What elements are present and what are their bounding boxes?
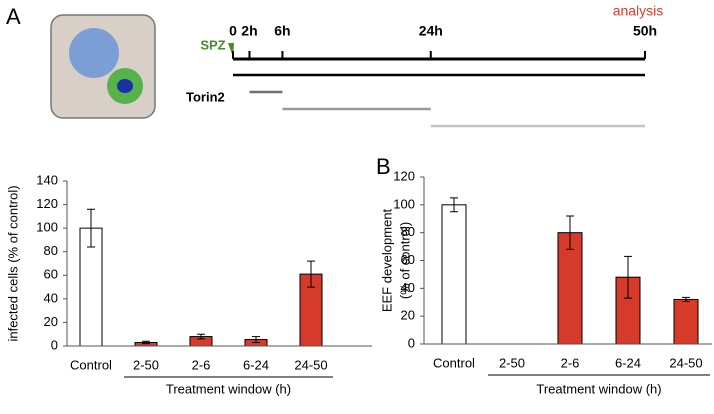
error-bar — [197, 333, 205, 340]
bar — [673, 298, 699, 345]
y-tick-label: 80 — [401, 224, 415, 239]
timeline-tick-label: 6h — [274, 23, 290, 39]
x-tick-label: Control — [70, 357, 112, 372]
x-tick-label: Control — [433, 355, 475, 370]
error-bar — [87, 208, 95, 248]
y-tick-label: 60 — [401, 252, 415, 267]
y-axis-label: (% of control) — [397, 222, 412, 299]
cell-diagram — [50, 14, 156, 119]
bar — [441, 204, 467, 345]
x-tick-label: 24-50 — [669, 355, 702, 370]
timeline-tick-label: 50h — [633, 23, 657, 39]
error-bar — [682, 296, 690, 303]
panel-label: B — [376, 154, 391, 179]
parasite — [117, 79, 133, 93]
y-tick-label: 100 — [393, 196, 415, 211]
x-tick-label: 2-50 — [499, 355, 525, 370]
error-bar — [566, 215, 574, 250]
y-tick-label: 0 — [408, 335, 415, 350]
y-axis-label: EEF development — [379, 208, 394, 312]
error-bar — [142, 340, 150, 345]
y-tick-label: 120 — [393, 168, 415, 183]
y-tick-label: 20 — [44, 314, 58, 329]
y-tick-label: 20 — [401, 308, 415, 323]
x-tick-label: 24-50 — [294, 357, 327, 372]
analysis-label: analysis — [613, 3, 664, 19]
y-tick-label: 120 — [36, 196, 58, 211]
y-tick-label: 60 — [44, 267, 58, 282]
timeline-tick-label: 24h — [419, 23, 443, 39]
x-axis-label: Treatment window (h) — [536, 381, 661, 396]
error-bar — [450, 197, 458, 213]
y-tick-label: 0 — [51, 337, 58, 352]
x-tick-label: 2-6 — [561, 355, 580, 370]
error-bar — [252, 336, 260, 343]
y-tick-label: 40 — [401, 280, 415, 295]
spz-label: SPZ — [200, 37, 225, 52]
bar — [557, 232, 583, 345]
y-tick-label: 100 — [36, 220, 58, 235]
y-tick-label: 80 — [44, 243, 58, 258]
timeline-tick-label: 0 — [229, 23, 237, 39]
x-tick-label: 2-6 — [192, 357, 211, 372]
timeline-tick-label: 2h — [241, 23, 257, 39]
error-bar — [307, 260, 315, 288]
panel-label: A — [6, 4, 21, 29]
x-tick-label: 2-50 — [133, 357, 159, 372]
x-axis-label: Treatment window (h) — [166, 381, 291, 396]
nucleus — [69, 28, 119, 78]
x-tick-label: 6-24 — [243, 357, 269, 372]
x-tick-label: 6-24 — [615, 355, 641, 370]
y-axis-label: infected cells (% of control) — [5, 185, 20, 341]
drug-label: Torin2 — [186, 89, 225, 104]
error-bar — [624, 255, 632, 299]
y-tick-label: 140 — [36, 172, 58, 187]
y-tick-label: 40 — [44, 290, 58, 305]
